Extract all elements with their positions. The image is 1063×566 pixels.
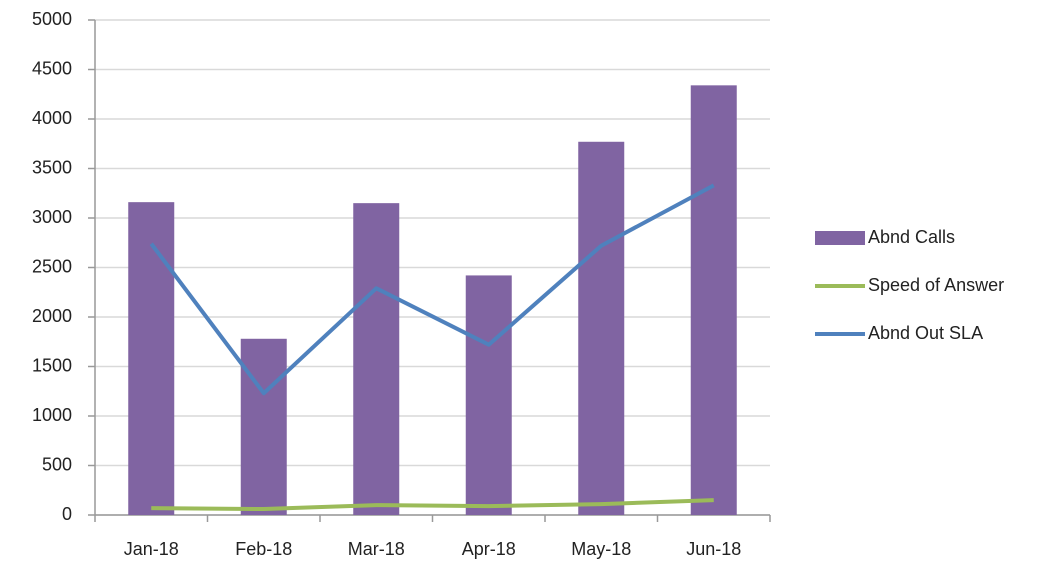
y-tick-label: 5000 <box>32 9 72 29</box>
legend-label: Speed of Answer <box>868 275 1004 295</box>
bar <box>578 141 625 515</box>
y-tick-label: 500 <box>42 454 72 474</box>
y-tick-label: 3500 <box>32 157 72 177</box>
y-tick-label: 2000 <box>32 306 72 326</box>
x-tick-label: May-18 <box>571 539 631 559</box>
legend-label: Abnd Out SLA <box>868 323 983 343</box>
y-tick-label: 1000 <box>32 405 72 425</box>
bar <box>240 338 287 515</box>
y-tick-label: 3000 <box>32 207 72 227</box>
y-tick-label: 0 <box>62 504 72 524</box>
x-tick-label: Jan-18 <box>124 539 179 559</box>
y-tick-label: 4000 <box>32 108 72 128</box>
line <box>149 183 715 396</box>
x-tick-label: Feb-18 <box>235 539 292 559</box>
legend-swatch <box>815 231 865 245</box>
bar <box>465 275 512 515</box>
bar <box>690 85 737 515</box>
bar <box>128 202 175 515</box>
x-tick-label: Jun-18 <box>686 539 741 559</box>
y-tick-label: 4500 <box>32 58 72 78</box>
legend-label: Abnd Calls <box>868 227 955 247</box>
y-tick-label: 2500 <box>32 256 72 276</box>
x-tick-label: Mar-18 <box>348 539 405 559</box>
line <box>151 498 714 512</box>
x-tick-label: Apr-18 <box>462 539 516 559</box>
bar <box>353 203 400 515</box>
y-tick-label: 1500 <box>32 355 72 375</box>
